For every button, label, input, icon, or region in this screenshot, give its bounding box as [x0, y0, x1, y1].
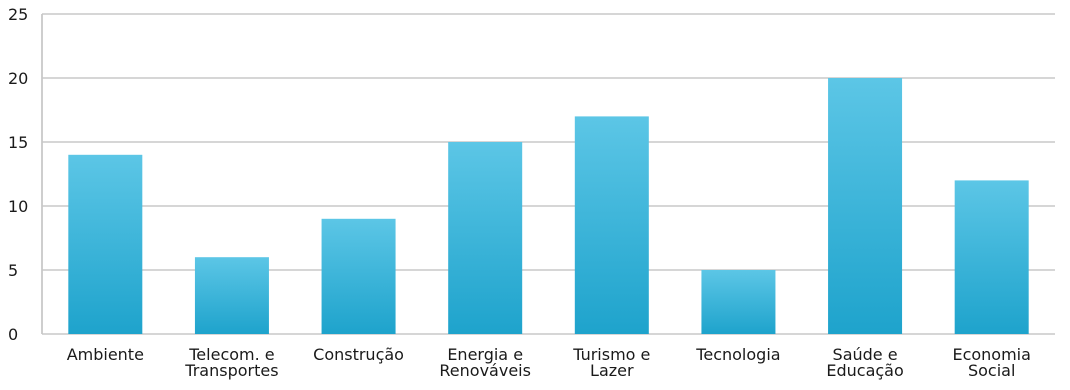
- x-tick-label: Energia e Renováveis: [439, 345, 531, 380]
- y-tick-label: 20: [8, 69, 28, 88]
- y-axis: 0 5 10 15 20 25: [8, 5, 28, 344]
- x-tick-label: Construção: [313, 345, 404, 364]
- x-tick-label: Tecnologia: [695, 345, 780, 364]
- x-axis: Ambiente Telecom. e Transportes Construção E…: [67, 345, 1031, 380]
- y-tick-label: 0: [8, 325, 18, 344]
- gridlines: [41, 13, 1055, 335]
- x-tick-label: Saúde e Educação: [826, 345, 903, 380]
- bar: [828, 78, 903, 334]
- bar: [68, 154, 143, 334]
- bar: [194, 257, 269, 334]
- bar: [448, 142, 523, 334]
- bar: [321, 218, 396, 334]
- bar: [574, 116, 649, 335]
- y-tick-label: 15: [8, 133, 28, 152]
- y-tick-label: 10: [8, 197, 28, 216]
- x-tick-label: Ambiente: [67, 345, 144, 364]
- bars: [68, 78, 1029, 335]
- y-tick-label: 25: [8, 5, 28, 24]
- y-tick-label: 5: [8, 261, 18, 280]
- x-tick-label: Telecom. e Transportes: [184, 345, 278, 380]
- bar: [954, 180, 1029, 334]
- bar: [701, 270, 776, 334]
- x-tick-label: Economia Social: [952, 345, 1030, 380]
- x-tick-label: Turismo e Lazer: [572, 345, 650, 380]
